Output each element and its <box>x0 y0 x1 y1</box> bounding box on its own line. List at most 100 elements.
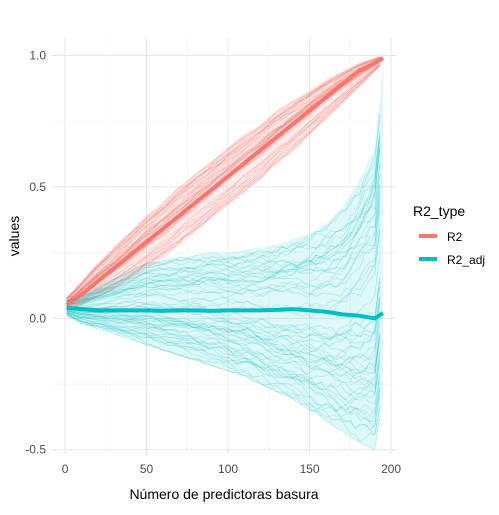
sim-line-r2 <box>66 66 380 311</box>
sim-line-r2-adj <box>66 312 381 405</box>
sim-line-r2-adj <box>66 313 381 415</box>
sim-line-r2 <box>66 64 380 309</box>
sim-line-r2 <box>66 64 380 308</box>
sim-line-r2-adj <box>66 311 381 388</box>
sim-line-r2 <box>66 65 380 310</box>
sim-line-r2 <box>66 65 380 310</box>
sim-line-r2 <box>66 56 380 299</box>
sim-line-r2 <box>66 58 380 301</box>
sim-line-r2 <box>66 60 380 303</box>
sim-line-r2-adj <box>66 144 381 304</box>
y-axis-label: values <box>6 216 22 256</box>
sim-line-r2-adj <box>66 133 381 303</box>
sim-line-r2-adj <box>66 315 381 430</box>
sim-line-r2-adj <box>66 311 381 376</box>
sim-line-r2 <box>66 63 380 308</box>
sim-line-r2-adj <box>66 296 381 354</box>
sim-line-r2-adj <box>66 231 381 311</box>
major-grid <box>52 37 396 455</box>
sim-line-r2 <box>66 57 380 299</box>
legend: R2_type R2 R2_adj <box>413 203 485 267</box>
sim-line-r2-adj <box>66 147 381 303</box>
band-r2 <box>66 55 383 311</box>
sim-line-r2 <box>66 65 380 311</box>
sim-line-r2 <box>66 57 380 300</box>
y-tick-label: 1.0 <box>29 48 46 62</box>
sim-line-r2 <box>66 59 380 302</box>
sim-line-r2 <box>66 58 380 302</box>
y-tick-label: 0.0 <box>29 311 46 325</box>
mean-line-r2 <box>65 56 385 307</box>
mean-lines <box>65 56 385 321</box>
sim-line-r2-adj <box>66 310 381 372</box>
mean-line-r2-adj <box>66 305 385 321</box>
sim-line-r2-adj <box>66 175 381 304</box>
sim-line-r2-adj <box>66 310 381 363</box>
sim-line-r2-adj <box>66 164 381 305</box>
sim-line-r2-adj <box>66 297 381 350</box>
sim-line-r2 <box>66 56 380 299</box>
sim-line-r2-adj <box>66 314 381 451</box>
sim-line-r2-adj <box>66 136 381 302</box>
x-tick-label: 150 <box>300 462 320 476</box>
sim-line-r2-adj <box>66 184 381 304</box>
sim-line-r2 <box>66 63 380 307</box>
sim-line-r2 <box>66 58 380 301</box>
sim-line-r2-adj <box>66 139 381 303</box>
sim-line-r2 <box>66 56 380 300</box>
sim-line-r2 <box>66 59 380 303</box>
sim-line-r2 <box>66 56 380 299</box>
x-axis-label: Número de predictoras basura <box>129 486 318 502</box>
sim-line-r2 <box>66 65 380 310</box>
sim-line-r2 <box>66 61 380 306</box>
sim-line-r2 <box>66 59 380 302</box>
sim-line-r2 <box>66 57 380 300</box>
sim-line-r2-adj <box>66 210 381 305</box>
legend-title: R2_type <box>413 203 465 219</box>
sim-line-r2-adj <box>66 201 381 305</box>
sim-line-r2-adj <box>66 313 381 436</box>
sim-line-r2 <box>66 59 380 302</box>
sim-line-r2 <box>66 63 380 308</box>
sim-line-r2-adj <box>66 310 381 372</box>
sim-line-r2-adj <box>66 280 381 339</box>
sim-line-r2 <box>66 57 380 300</box>
sim-line-r2-adj <box>66 312 381 396</box>
sim-line-r2 <box>66 64 380 310</box>
sim-line-r2 <box>66 59 380 303</box>
x-tick-label: 0 <box>62 462 69 476</box>
sim-line-r2-adj <box>66 113 381 302</box>
sim-line-r2 <box>66 64 380 309</box>
legend-label-r2-adj: R2_adj <box>447 253 485 267</box>
sim-line-r2-adj <box>66 312 381 404</box>
x-tick-label: 100 <box>218 462 238 476</box>
y-tick-label: -0.5 <box>25 443 46 457</box>
sim-line-r2-adj <box>66 204 381 305</box>
sim-line-r2 <box>66 59 380 302</box>
minor-grid <box>52 37 396 455</box>
sim-line-r2 <box>66 56 380 298</box>
sim-line-r2 <box>66 56 380 299</box>
sim-line-r2 <box>66 59 380 303</box>
sim-line-r2-adj <box>66 174 381 304</box>
sim-line-r2-adj <box>66 313 381 423</box>
sim-line-r2-adj <box>66 310 381 381</box>
sim-line-r2-adj <box>66 312 381 406</box>
legend-label-r2: R2 <box>447 230 463 244</box>
sim-line-r2-adj <box>66 310 381 368</box>
sim-line-r2-adj <box>66 311 381 390</box>
sim-line-r2 <box>66 59 380 304</box>
sim-line-r2-adj <box>66 277 381 342</box>
sim-line-r2-adj <box>66 310 381 383</box>
sim-line-r2 <box>66 59 380 303</box>
sim-line-r2-adj <box>66 146 381 303</box>
sim-line-r2-adj <box>66 313 381 427</box>
sim-line-r2 <box>66 58 380 301</box>
sim-line-r2-adj <box>66 315 381 443</box>
band-r2-adj <box>66 68 383 450</box>
sim-line-r2-adj <box>66 116 381 301</box>
sim-line-r2 <box>66 59 380 303</box>
x-tick-label: 50 <box>140 462 154 476</box>
